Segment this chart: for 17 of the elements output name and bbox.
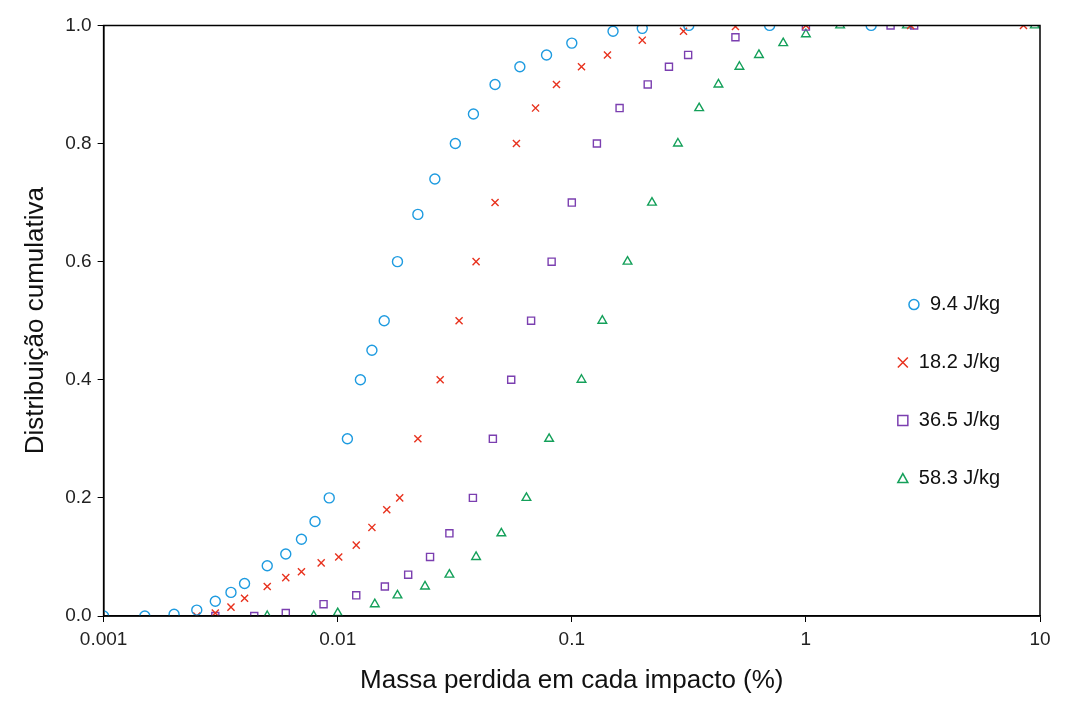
legend-label: 18.2 J/kg xyxy=(918,350,1001,373)
x-tick-label: 0.001 xyxy=(79,627,128,649)
y-tick-label: 0.2 xyxy=(65,486,92,508)
x-tick-label: 0.01 xyxy=(319,627,357,649)
x-tick-label: 0.1 xyxy=(558,627,586,649)
legend-label: 58.3 J/kg xyxy=(918,466,1001,489)
y-tick-label: 0.6 xyxy=(65,249,92,271)
y-tick-label: 1.0 xyxy=(65,13,92,35)
x-axis-title: Massa perdida em cada impacto (%) xyxy=(360,663,784,694)
x-tick-label: 10 xyxy=(1029,627,1051,649)
y-tick-label: 0.8 xyxy=(65,131,92,153)
y-tick-label: 0.4 xyxy=(65,367,93,389)
legend-label: 9.4 J/kg xyxy=(929,292,1001,315)
legend-label: 36.5 J/kg xyxy=(918,408,1001,431)
y-tick-label: 0.0 xyxy=(65,604,92,626)
x-tick-label: 1 xyxy=(800,627,812,649)
y-axis-title: Distribuição cumulativa xyxy=(18,186,49,455)
